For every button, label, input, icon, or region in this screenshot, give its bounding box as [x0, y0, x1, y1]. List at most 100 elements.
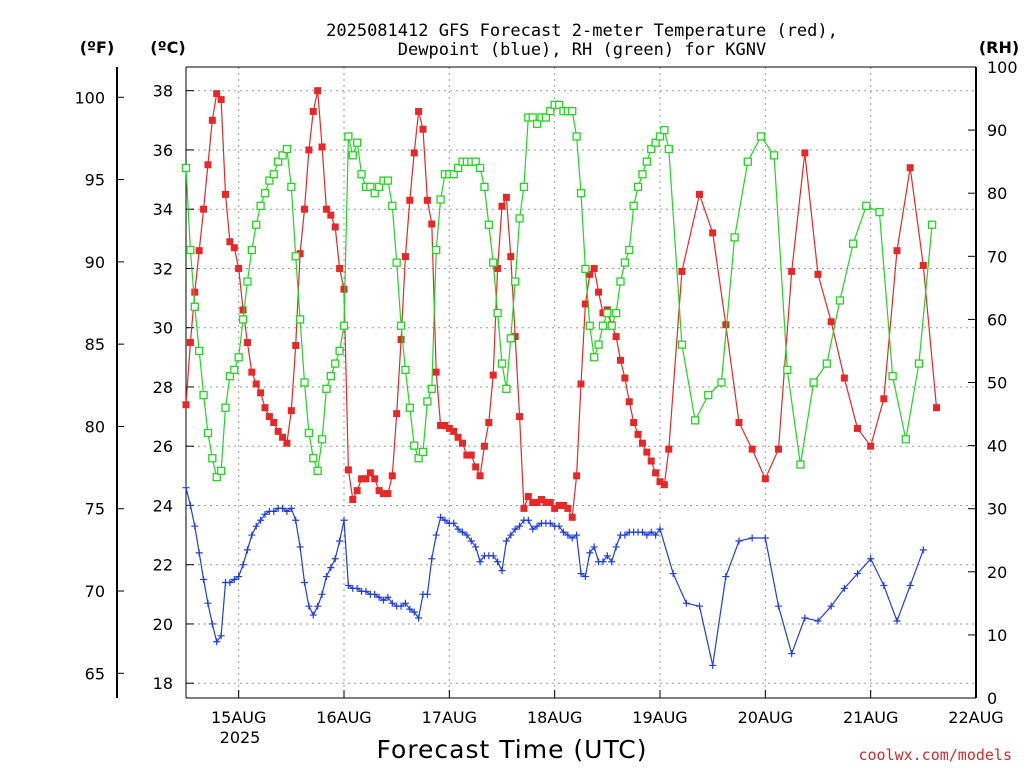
- rh-tick-label: 30: [987, 500, 1007, 519]
- temperature-point: [419, 125, 427, 133]
- temperature-point: [559, 501, 567, 509]
- rh-point: [247, 245, 256, 255]
- temperature-point: [445, 424, 453, 432]
- temperature-point: [213, 90, 221, 98]
- rh-tick-label: 10: [987, 626, 1007, 645]
- temperature-point: [314, 87, 322, 95]
- dewpoint-point: [362, 587, 370, 595]
- rh-point: [278, 151, 287, 160]
- rh-point: [252, 220, 261, 229]
- rh-axis-unit: (RH): [979, 38, 1019, 57]
- temperature-point: [450, 427, 458, 435]
- temperature-point: [222, 190, 229, 198]
- temperature-point: [327, 211, 335, 219]
- rh-point: [230, 365, 239, 375]
- rh-point: [331, 359, 340, 368]
- x-tick-label: 15AUG: [211, 708, 266, 727]
- temperature-point: [595, 288, 603, 296]
- rh-point: [497, 359, 507, 368]
- temperature-point: [318, 143, 326, 151]
- temperature-point: [265, 413, 273, 421]
- rh-point: [480, 182, 489, 192]
- celsius-tick-label: 32: [153, 259, 173, 278]
- temperature-point: [472, 463, 480, 471]
- rh-point: [274, 157, 283, 166]
- chart-title-line-2: Dewpoint (blue), RH (green) for KGNV: [398, 40, 766, 60]
- temperature-point: [270, 418, 278, 426]
- rh-tick-label: 0: [987, 689, 997, 708]
- dewpoint-point: [270, 507, 278, 515]
- rh-point: [353, 138, 362, 147]
- dewpoint-point: [213, 638, 221, 646]
- dewpoint-point: [546, 519, 554, 527]
- rh-point: [515, 214, 524, 223]
- rh-point: [590, 353, 599, 362]
- rh-point: [528, 113, 537, 122]
- rh-point: [756, 132, 766, 141]
- temperature-point: [722, 321, 730, 329]
- temperature-point: [287, 407, 295, 415]
- rh-point: [598, 321, 608, 330]
- rh-point: [243, 277, 252, 286]
- temperature-point: [423, 196, 431, 204]
- rh-point: [677, 340, 687, 349]
- celsius-tick-label: 36: [153, 141, 173, 160]
- dewpoint-point: [309, 611, 317, 619]
- x-tick-label: 19AUG: [632, 708, 687, 727]
- rh-point: [664, 144, 673, 154]
- temperature-point: [854, 424, 861, 432]
- rh-point: [344, 132, 353, 141]
- rh-point: [195, 346, 204, 356]
- temperature-point: [507, 253, 515, 261]
- rh-tick-label: 50: [987, 374, 1007, 393]
- rh-point: [704, 390, 713, 400]
- rh-point: [405, 403, 414, 412]
- dewpoint-point: [301, 578, 308, 586]
- temperature-point: [261, 404, 269, 412]
- rh-point: [216, 466, 226, 475]
- dewpoint-point: [761, 534, 769, 542]
- rh-point: [383, 176, 393, 185]
- temperature-point: [186, 339, 194, 347]
- temperature-point: [459, 439, 466, 447]
- rh-point: [835, 296, 845, 305]
- temperature-point: [463, 451, 471, 459]
- temperature-point: [933, 404, 940, 412]
- rh-point: [234, 353, 243, 362]
- rh-point: [190, 302, 199, 311]
- dewpoint-point: [467, 537, 475, 545]
- temperature-point: [893, 247, 901, 255]
- temperature-point: [555, 501, 563, 509]
- rh-point: [212, 472, 221, 482]
- temperature-point: [344, 466, 352, 474]
- rh-point: [783, 365, 792, 375]
- rh-point: [317, 435, 327, 444]
- celsius-tick-label: 30: [153, 319, 173, 338]
- temperature-point: [380, 490, 387, 498]
- rh-point: [265, 176, 274, 185]
- dewpoint-point: [827, 602, 835, 610]
- dewpoint-point: [511, 525, 519, 533]
- celsius-tick-label: 24: [153, 496, 173, 515]
- rh-point: [203, 428, 213, 438]
- rh-point: [489, 258, 498, 267]
- dewpoint-point: [555, 522, 563, 530]
- rh-point: [888, 372, 897, 381]
- dewpoint-point: [867, 555, 875, 563]
- dewpoint-point: [235, 573, 243, 581]
- temperature-point: [301, 205, 308, 213]
- dewpoint-point: [344, 581, 352, 589]
- temperature-point: [617, 356, 624, 364]
- series-layer: [181, 87, 940, 669]
- temperature-point: [656, 478, 664, 486]
- celsius-tick-label: 20: [153, 615, 173, 634]
- temperature-point: [647, 457, 655, 465]
- rh-point: [655, 132, 665, 141]
- rh-point: [848, 239, 858, 248]
- dewpoint-point: [502, 537, 510, 545]
- temperature-point: [660, 481, 668, 489]
- temperature-point: [226, 238, 234, 246]
- rh-point: [554, 100, 564, 110]
- dewpoint-point: [230, 576, 238, 584]
- dewpoint-point: [489, 552, 497, 560]
